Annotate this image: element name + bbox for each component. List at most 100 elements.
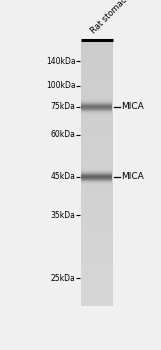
Bar xyxy=(80,91,113,93)
Bar xyxy=(80,288,113,290)
Bar xyxy=(80,77,113,80)
Bar xyxy=(80,189,113,192)
Bar xyxy=(80,280,113,282)
Bar xyxy=(80,115,113,117)
Bar xyxy=(80,88,113,91)
Bar xyxy=(80,234,113,237)
Bar xyxy=(80,173,113,176)
Bar xyxy=(80,213,113,216)
Bar xyxy=(80,200,113,203)
Bar xyxy=(80,184,113,187)
Bar xyxy=(80,104,113,107)
Bar xyxy=(80,203,113,205)
Text: 25kDa: 25kDa xyxy=(51,274,76,283)
Bar xyxy=(80,128,113,131)
Bar xyxy=(80,99,113,101)
Bar xyxy=(80,224,113,226)
Bar xyxy=(80,237,113,240)
Bar xyxy=(80,155,113,157)
Bar xyxy=(80,136,113,139)
Bar xyxy=(80,256,113,258)
Bar xyxy=(80,272,113,274)
Bar xyxy=(80,298,113,301)
Bar xyxy=(80,83,113,85)
Bar xyxy=(80,80,113,83)
Bar xyxy=(80,250,113,253)
Bar xyxy=(80,147,113,149)
Text: 45kDa: 45kDa xyxy=(51,172,76,181)
Bar xyxy=(80,107,113,110)
Bar xyxy=(80,192,113,195)
Text: Rat stomach: Rat stomach xyxy=(89,0,133,35)
Bar xyxy=(80,141,113,144)
Text: MICA: MICA xyxy=(121,102,143,111)
Bar xyxy=(80,170,113,173)
Text: 100kDa: 100kDa xyxy=(46,81,76,90)
Bar xyxy=(80,253,113,256)
Bar xyxy=(80,218,113,221)
Bar xyxy=(80,208,113,210)
Bar xyxy=(80,46,113,48)
Bar xyxy=(80,112,113,115)
Bar xyxy=(80,85,113,88)
Bar xyxy=(80,64,113,67)
Bar xyxy=(80,96,113,99)
Bar xyxy=(80,290,113,293)
Bar xyxy=(80,157,113,160)
Bar xyxy=(80,131,113,133)
Bar xyxy=(80,176,113,178)
Bar xyxy=(80,125,113,128)
Text: 35kDa: 35kDa xyxy=(51,211,76,220)
Bar xyxy=(80,62,113,64)
Bar xyxy=(80,120,113,123)
Bar xyxy=(80,178,113,181)
Bar xyxy=(80,149,113,152)
Bar xyxy=(80,40,113,43)
Bar xyxy=(80,301,113,303)
Bar xyxy=(80,195,113,197)
Bar xyxy=(80,282,113,285)
Bar xyxy=(80,229,113,232)
Bar xyxy=(80,117,113,120)
Bar xyxy=(80,67,113,70)
Bar xyxy=(80,285,113,288)
Bar xyxy=(80,48,113,51)
Bar xyxy=(80,243,113,245)
Text: MICA: MICA xyxy=(121,172,143,181)
Bar xyxy=(80,139,113,141)
Bar xyxy=(80,70,113,72)
Text: 75kDa: 75kDa xyxy=(51,102,76,111)
Bar xyxy=(80,293,113,296)
Bar xyxy=(80,93,113,96)
Bar xyxy=(80,216,113,218)
Bar xyxy=(80,181,113,184)
Bar xyxy=(80,258,113,261)
Bar xyxy=(80,51,113,54)
Bar xyxy=(80,277,113,280)
Bar xyxy=(80,43,113,46)
Bar xyxy=(80,296,113,298)
Bar xyxy=(80,187,113,189)
Bar xyxy=(80,266,113,269)
Bar xyxy=(80,205,113,208)
Bar xyxy=(80,232,113,235)
Bar xyxy=(80,274,113,277)
Bar xyxy=(80,165,113,168)
Bar xyxy=(80,56,113,59)
Text: 140kDa: 140kDa xyxy=(46,57,76,66)
Bar xyxy=(80,160,113,163)
Bar xyxy=(80,54,113,56)
Bar xyxy=(80,197,113,200)
Bar xyxy=(80,261,113,264)
Bar xyxy=(80,59,113,62)
Bar xyxy=(80,248,113,250)
Bar xyxy=(80,245,113,248)
Bar xyxy=(80,240,113,243)
Bar xyxy=(80,133,113,136)
Bar xyxy=(80,264,113,266)
Bar xyxy=(80,75,113,77)
Bar xyxy=(80,303,113,306)
Bar xyxy=(80,102,113,104)
Bar xyxy=(80,123,113,125)
Bar xyxy=(80,72,113,75)
